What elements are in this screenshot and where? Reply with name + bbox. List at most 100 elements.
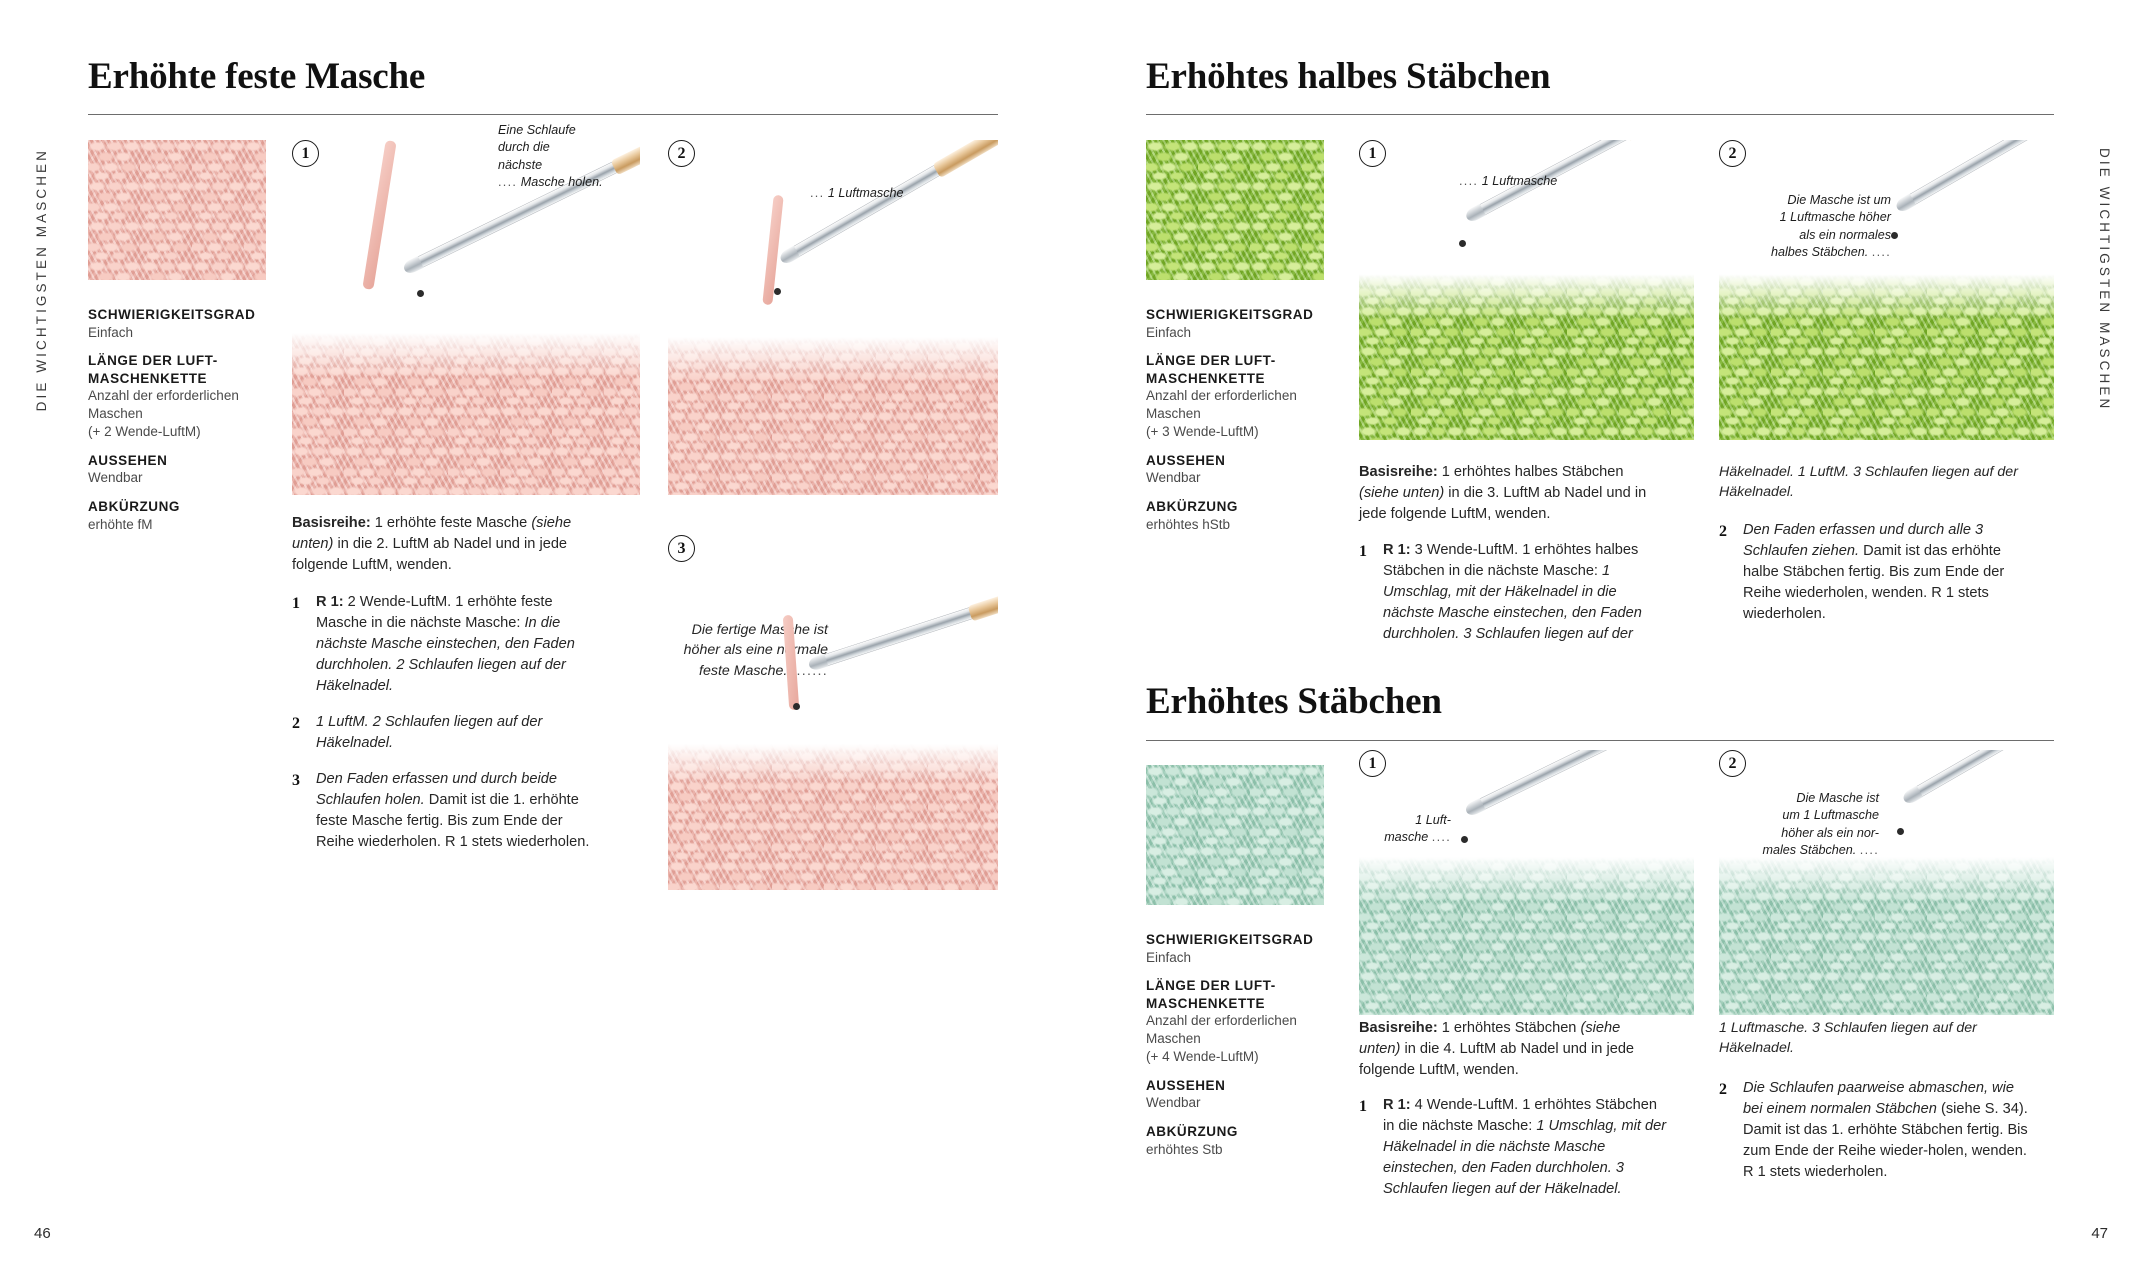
callout-step-1-erhoehtes-halbes-staebchen: .... 1 Luftmasche (1459, 174, 1558, 188)
section-title-erhoehte-feste-masche: Erhöhte feste Masche (88, 56, 426, 97)
step-photo-2-erhoehtes-staebchen (1719, 750, 2054, 1015)
step-photo-3-erhoehte-feste-masche (668, 595, 998, 890)
callout-line-4: males Stäbchen. (1762, 843, 1857, 858)
running-head-left: DIE WICHTIGSTEN MASCHEN (34, 148, 49, 412)
chain-extra: (+ 3 Wende-LuftM) (1146, 424, 1259, 440)
steps-list-cont-erhoehtes-halbes-staebchen: 2 Den Faden erfassen und durch alle 3 Sc… (1719, 520, 2029, 640)
spec-label-chain-length: LÄNGE DER LUFT- MASCHENKETTE (88, 352, 266, 387)
spec-label-appearance: AUSSEHEN (88, 452, 168, 468)
step-text: Den Faden erfassen und durch beide Schla… (316, 769, 602, 853)
callout-step-1-erhoehte-feste-masche: Eine Schlaufe durch die nächste .... Mas… (498, 123, 603, 190)
section-title-erhoehtes-halbes-staebchen: Erhöhtes halbes Stäbchen (1146, 56, 1551, 97)
chain-count-l2: Maschen (1146, 1031, 1201, 1047)
folio-right: 47 (2091, 1225, 2108, 1242)
spec-value-chain-count: Anzahl der erforderlichen Maschen (+ 4 W… (1146, 1012, 1324, 1065)
callout-step-2-erhoehtes-halbes-staebchen: Die Masche ist um 1 Luftmasche höher als… (1770, 193, 1891, 260)
spec-value-difficulty: Einfach (88, 324, 134, 340)
spec-label-chain-length-l2: MASCHENKETTE (88, 370, 208, 386)
spec-value-chain-count: Anzahl der erforderlichen Maschen (+ 2 W… (88, 387, 266, 440)
basisreihe-erhoehtes-halbes-staebchen: Basisreihe: 1 erhöhtes halbes Stäbchen (… (1359, 462, 1664, 525)
step-text: Den Faden erfassen und durch alle 3 Schl… (1743, 520, 2029, 625)
spec-label-abbreviation: ABKÜRZUNG (1146, 499, 1238, 515)
page-right: DIE WICHTIGSTEN MASCHEN Erhöhtes halbes … (1071, 0, 2142, 1280)
step-photo-1-erhoehtes-halbes-staebchen (1359, 140, 1694, 440)
step-item: 1 R 1: 3 Wende-LuftM. 1 erhöhtes halbes … (1359, 540, 1669, 645)
step-number: 1 (1359, 543, 1367, 560)
spec-value-abbreviation: erhöhtes hStb (1146, 516, 1231, 532)
step-badge-3: 3 (668, 535, 695, 562)
spec-label-abbreviation: ABKÜRZUNG (1146, 1124, 1238, 1140)
basisreihe-label: Basisreihe: (1359, 1020, 1438, 1036)
step-number: 1 (1359, 1098, 1367, 1115)
step-item: 2 Den Faden erfassen und durch alle 3 Sc… (1719, 520, 2029, 625)
callout-line-2: um 1 Luftmasche (1782, 808, 1879, 823)
spec-label-chain-length: LÄNGE DER LUFT- MASCHENKETTE (1146, 352, 1324, 387)
step-badge-2: 2 (1719, 750, 1746, 777)
step-italic: 1 Umschlag, mit der Häkelnadel in die nä… (1383, 1118, 1667, 1197)
chain-count-l1: Anzahl der erforderlichen (88, 388, 239, 404)
chain-extra: (+ 4 Wende-LuftM) (1146, 1049, 1259, 1065)
step-italic: Die Schlaufen paarweise abmaschen, wie b… (1743, 1080, 2014, 1117)
step-text: R 1: 4 Wende-LuftM. 1 erhöhtes Stäbchen … (1383, 1095, 1669, 1200)
callout-step-2-erhoehtes-staebchen: Die Masche ist um 1 Luftmasche höher als… (1762, 791, 1879, 858)
spec-label-difficulty: SCHWIERIGKEITSGRAD (1146, 932, 1314, 947)
step-photo-2-erhoehte-feste-masche (668, 140, 998, 495)
loop-marker-dot (417, 290, 424, 297)
step-text: R 1: 3 Wende-LuftM. 1 erhöhtes halbes St… (1383, 540, 1669, 645)
step-plain: (siehe S. 34). Damit ist das 1. erhöhte … (1743, 1101, 2028, 1180)
callout-line-2: durch die (498, 140, 550, 155)
callout-line-1: Die Masche ist (1796, 791, 1879, 805)
callout-line-1: 1 Luft- (1415, 813, 1451, 827)
spec-label-difficulty: SCHWIERIGKEITSGRAD (1146, 307, 1314, 322)
basisreihe-text-1: 1 erhöhtes Stäbchen (1437, 1020, 1581, 1036)
basisreihe-label: Basisreihe: (292, 515, 371, 531)
step-plain: 4 Wende-LuftM. 1 erhöhtes Stäbchen in di… (1383, 1097, 1657, 1134)
swatch-photo-erhoehtes-halbes-staebchen (1146, 140, 1324, 280)
callout-text: 1 Luftmasche (1481, 174, 1558, 188)
loop-marker-dot (1459, 240, 1466, 247)
loop-marker-dot (1461, 836, 1468, 843)
title-rule (1146, 114, 2054, 115)
step-badge-1: 1 (1359, 750, 1386, 777)
running-head-right: DIE WICHTIGSTEN MASCHEN (2097, 148, 2112, 412)
spec-label-appearance: AUSSEHEN (1146, 452, 1226, 468)
step-item: 1 R 1: 4 Wende-LuftM. 1 erhöhtes Stäbche… (1359, 1095, 1669, 1200)
step-plain: 2 Wende-LuftM. 1 erhöhte feste Masche in… (316, 594, 553, 631)
spec-value-difficulty: Einfach (1146, 949, 1192, 965)
callout-line-4: halbes Stäbchen. (1770, 245, 1869, 260)
callout-line-3: nächste (498, 157, 543, 172)
step-item: 3 Den Faden erfassen und durch beide Sch… (292, 769, 602, 853)
step-bold: R 1: (316, 594, 344, 610)
step-bold: R 1: (1383, 542, 1411, 558)
page-left: DIE WICHTIGSTEN MASCHEN Erhöhte feste Ma… (34, 56, 998, 1242)
continuation-erhoehtes-staebchen: 1 Luftmasche. 3 Schlaufen liegen auf der… (1719, 1020, 1977, 1057)
step-number: 1 (292, 595, 300, 612)
step-item: 2 Die Schlaufen paarweise abmaschen, wie… (1719, 1078, 2029, 1183)
basisreihe-text-1: 1 erhöhte feste Masche (370, 515, 532, 531)
step-photo-2-erhoehtes-halbes-staebchen (1719, 140, 2054, 440)
basisreihe-text-2: in die 2. LuftM ab Nadel und in jede fol… (292, 536, 568, 573)
spec-value-appearance: Wendbar (1146, 1095, 1201, 1111)
spec-value-abbreviation: erhöhtes Stb (1146, 1141, 1223, 1157)
step-number: 3 (292, 772, 300, 789)
steps-list-erhoehte-feste-masche: 1 R 1: 2 Wende-LuftM. 1 erhöhte feste Ma… (292, 592, 602, 868)
swatch-photo-erhoehte-feste-masche (88, 140, 266, 280)
step-badge-2: 2 (668, 140, 695, 167)
step-badge-1: 1 (292, 140, 319, 167)
step-text: Die Schlaufen paarweise abmaschen, wie b… (1743, 1078, 2029, 1183)
title-rule (1146, 740, 2054, 741)
callout-line-2: 1 Luftmasche höher (1779, 210, 1891, 225)
step-italic: Den Faden erfassen und durch beide Schla… (316, 771, 557, 808)
spec-value-chain-count: Anzahl der erforderlichen Maschen (+ 3 W… (1146, 387, 1324, 440)
callout-line-1: Eine Schlaufe (498, 123, 576, 137)
basisreihe-italic-1: (siehe unten) (1359, 485, 1445, 501)
basisreihe-text-2: in die 3. LuftM ab Nadel und in jede fol… (1359, 485, 1647, 522)
step-plain: 3 Wende-LuftM. 1 erhöhtes halbes Stäbche… (1383, 542, 1639, 579)
step-italic: Den Faden erfassen und durch alle 3 Schl… (1743, 522, 1984, 559)
step-italic: 1 LuftM. 2 Schlaufen liegen auf der Häke… (316, 714, 543, 751)
spec-label-abbreviation: ABKÜRZUNG (88, 499, 180, 515)
spec-label-chain-length: LÄNGE DER LUFT- MASCHENKETTE (1146, 977, 1324, 1012)
spec-label-chain-length-l1: LÄNGE DER LUFT- (88, 353, 218, 369)
loop-marker-dot (1891, 232, 1898, 239)
step-photo-1-erhoehtes-staebchen (1359, 750, 1694, 1015)
